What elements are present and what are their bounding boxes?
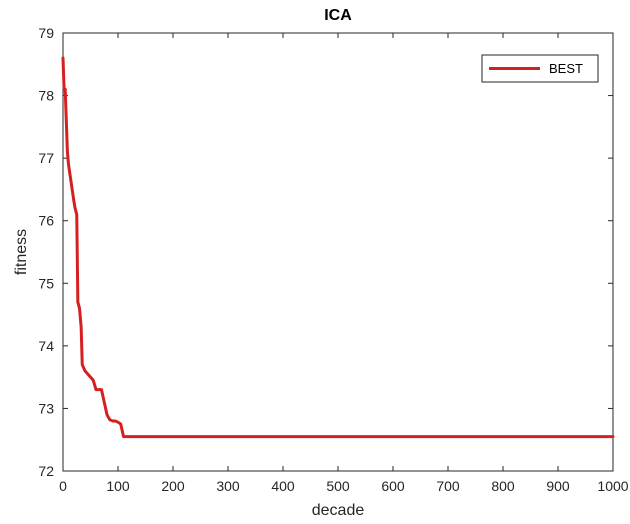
y-tick-label: 76 <box>38 213 54 229</box>
x-tick-label: 400 <box>271 478 295 494</box>
x-tick-label: 600 <box>381 478 405 494</box>
y-tick-label: 72 <box>38 463 54 479</box>
y-tick-label: 74 <box>38 338 54 354</box>
y-axis: 72 73 74 75 76 77 78 79 <box>38 25 613 479</box>
series-layer <box>61 56 615 439</box>
y-axis-label: fitness <box>13 229 30 275</box>
x-tick-label: 300 <box>216 478 240 494</box>
series-line-best <box>61 56 615 439</box>
x-axis: 0 100 200 300 400 500 600 700 800 900 1000 <box>59 33 629 494</box>
x-tick-label: 0 <box>59 478 67 494</box>
x-tick-label: 500 <box>326 478 350 494</box>
x-tick-label: 1000 <box>597 478 628 494</box>
y-tick-label: 79 <box>38 25 54 41</box>
chart-title: ICA <box>324 7 352 24</box>
legend: BEST <box>481 54 599 83</box>
legend-label-best: BEST <box>549 61 583 76</box>
x-tick-label: 700 <box>436 478 460 494</box>
x-tick-label: 100 <box>106 478 130 494</box>
y-tick-label: 77 <box>38 150 54 166</box>
plot-area <box>62 32 614 472</box>
y-tick-label: 78 <box>38 88 54 104</box>
x-tick-label: 800 <box>491 478 515 494</box>
x-tick-label: 900 <box>546 478 570 494</box>
x-tick-label: 200 <box>161 478 185 494</box>
x-axis-label: decade <box>312 502 365 519</box>
y-tick-label: 73 <box>38 400 54 416</box>
y-tick-label: 75 <box>38 275 54 291</box>
